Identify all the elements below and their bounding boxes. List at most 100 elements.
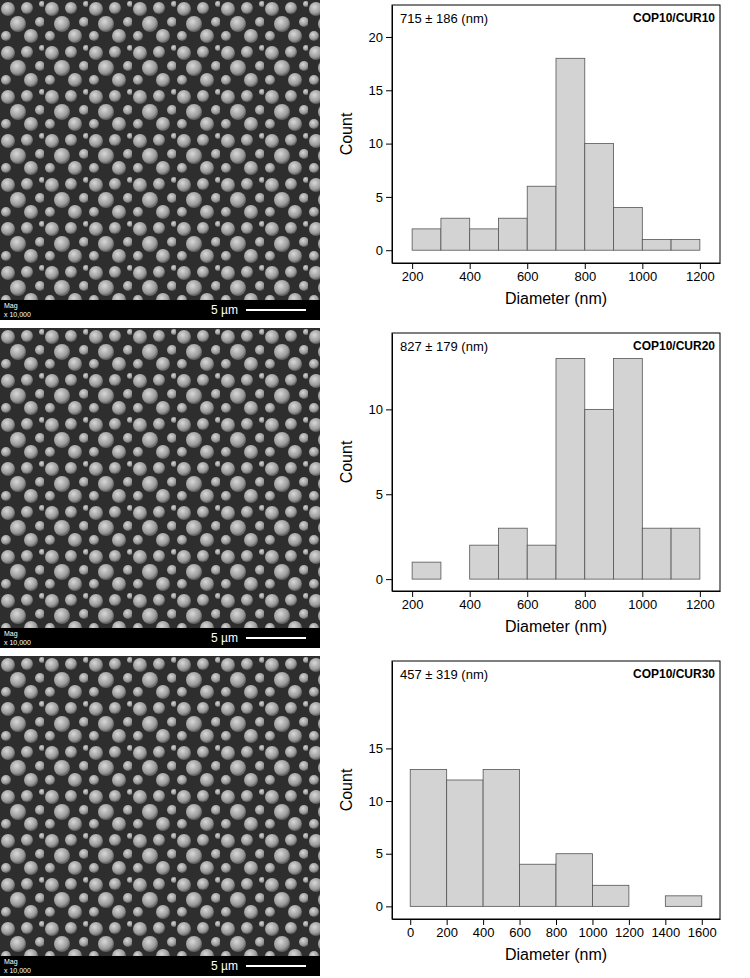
tick: 15 — [369, 83, 392, 98]
tick: 5 — [376, 487, 392, 502]
tick: 600 — [509, 919, 531, 940]
histogram-bar — [585, 144, 614, 251]
histogram-bar — [629, 906, 665, 907]
y-axis: 0 5 10 15 — [369, 662, 393, 920]
stats-label: 827 ± 179 (nm) — [400, 339, 488, 354]
histogram-bar — [470, 545, 499, 579]
stats-label: 715 ± 186 (nm) — [400, 11, 488, 26]
sem-texture — [0, 656, 320, 956]
x-axis: 20040060080010001200 — [393, 591, 721, 612]
tick: 1000 — [628, 591, 657, 612]
histogram-bar — [470, 229, 499, 250]
histogram-bar — [614, 358, 643, 579]
tick-label: 1000 — [628, 269, 657, 284]
tick: 0 — [376, 899, 392, 914]
scale-bar-label: 5 µm — [211, 959, 238, 973]
tick: 600 — [517, 591, 539, 612]
tick: 5 — [376, 190, 392, 205]
tick: 1200 — [615, 919, 644, 940]
histogram-panel: 02004006008001000120014001600051015457 ±… — [338, 661, 721, 963]
magnification: x 10,000 — [4, 967, 31, 974]
tick: 20 — [369, 30, 392, 45]
panel-title: COP10/CUR30 — [633, 667, 715, 681]
tick: 400 — [459, 263, 481, 284]
tick-mark — [386, 90, 392, 91]
tick: 1600 — [688, 919, 717, 940]
tick: 400 — [459, 591, 481, 612]
tick-label: 400 — [459, 269, 481, 284]
tick: 1200 — [686, 263, 715, 284]
histogram-bar — [665, 896, 701, 907]
tick-mark — [447, 919, 448, 925]
plot-frame — [392, 333, 720, 591]
tick: 600 — [517, 263, 539, 284]
tick-label: 5 — [376, 846, 383, 861]
tick-label: 600 — [517, 597, 539, 612]
tick-label: 1400 — [651, 925, 680, 940]
tick-label: 800 — [574, 269, 596, 284]
y-axis: 0 5 10 — [369, 334, 393, 592]
tick: 1200 — [686, 591, 715, 612]
tick-mark — [470, 263, 471, 269]
tick-label: 10 — [369, 794, 383, 809]
tick: 1000 — [628, 263, 657, 284]
micrograph: Magx 10,0005 µm — [0, 656, 320, 976]
tick-mark — [642, 263, 643, 269]
tick-label: 600 — [509, 925, 531, 940]
histogram-bar — [671, 240, 700, 251]
tick-mark — [642, 591, 643, 597]
tick-mark — [527, 591, 528, 597]
histogram-bar — [412, 562, 441, 579]
tick: 0 — [407, 919, 414, 940]
tick-mark — [470, 591, 471, 597]
tick-label: 200 — [436, 925, 458, 940]
tick-mark — [412, 263, 413, 269]
info-bar — [0, 628, 320, 648]
figure: Magx 10,0005 µmMagx 10,0005 µmMagx 10,00… — [0, 0, 750, 978]
histogram-bar — [642, 528, 671, 579]
tick-mark — [702, 919, 703, 925]
tick: 5 — [376, 846, 392, 861]
tick-mark — [386, 409, 392, 410]
tick-label: 400 — [473, 925, 495, 940]
tick-mark — [386, 37, 392, 38]
tick-mark — [585, 263, 586, 269]
mag-label: Mag — [4, 302, 18, 310]
plot-frame — [392, 661, 720, 919]
tick: 0 — [376, 572, 392, 587]
plot-frame — [392, 5, 720, 263]
tick-label: 1600 — [688, 925, 717, 940]
tick-mark — [410, 919, 411, 925]
tick-mark — [629, 919, 630, 925]
tick-label: 0 — [376, 243, 383, 258]
panel-title: COP10/CUR10 — [633, 11, 715, 25]
micrograph: Magx 10,0005 µm — [0, 328, 320, 648]
tick: 200 — [436, 919, 458, 940]
scale-bar-label: 5 µm — [211, 631, 238, 645]
histogram-bar — [592, 885, 628, 906]
histogram-bar — [614, 208, 643, 251]
tick-label: 20 — [369, 30, 383, 45]
info-bar — [0, 956, 320, 976]
scale-bar — [246, 637, 306, 639]
tick-mark — [665, 919, 666, 925]
tick-label: 0 — [376, 572, 383, 587]
tick-mark — [585, 591, 586, 597]
tick-mark — [386, 494, 392, 495]
tick: 10 — [369, 402, 392, 417]
histogram-bar — [642, 240, 671, 251]
tick: 800 — [574, 591, 596, 612]
sem-texture — [0, 328, 320, 628]
histogram-bar — [498, 218, 527, 250]
histogram-bar — [483, 769, 519, 906]
histogram-panel: 200400600800100012000510827 ± 179 (nm)CO… — [338, 333, 721, 635]
histogram-bar — [441, 218, 470, 250]
tick-label: 10 — [369, 402, 383, 417]
histogram-bar — [556, 854, 592, 907]
x-axis-title: Diameter (nm) — [505, 618, 607, 635]
tick-label: 800 — [574, 597, 596, 612]
tick-mark — [386, 579, 392, 580]
tick-label: 15 — [369, 741, 383, 756]
tick-label: 800 — [546, 925, 568, 940]
tick-label: 200 — [402, 269, 424, 284]
